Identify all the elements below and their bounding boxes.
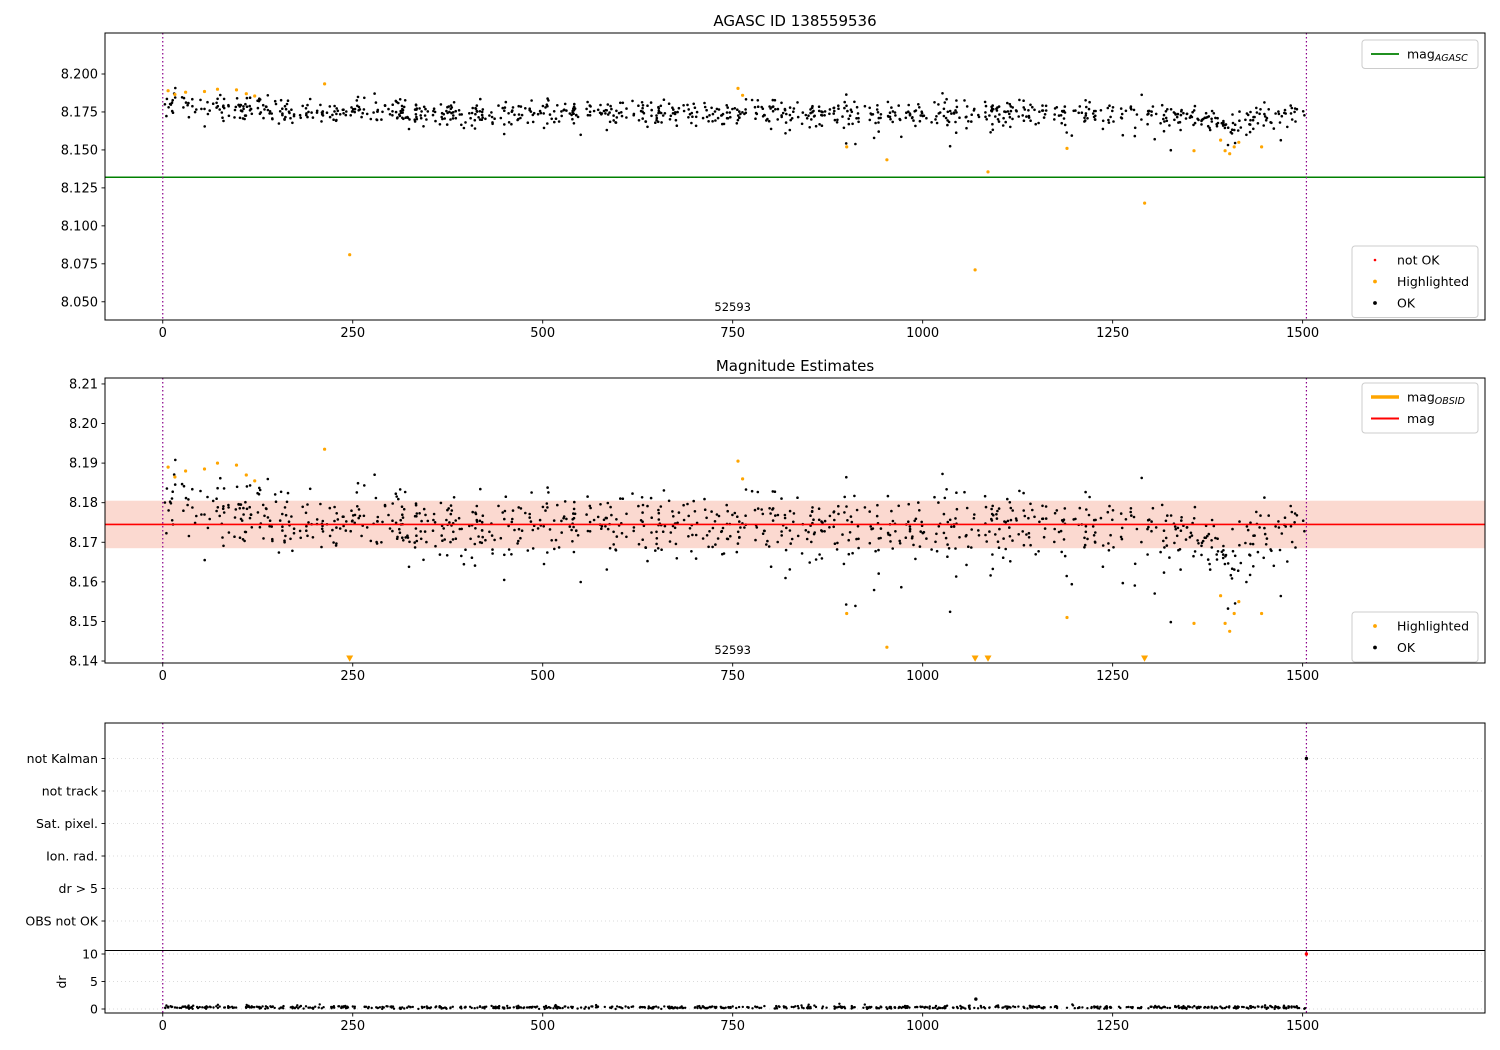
flag-tick-label: OBS not OK <box>25 914 98 929</box>
legend-label: OK <box>1397 296 1416 311</box>
flag-tick-label: Sat. pixel. <box>36 816 98 831</box>
dr-points <box>164 1002 1307 1011</box>
legend-marker-sample <box>1373 645 1377 650</box>
x-tick-label: 1500 <box>1286 326 1319 341</box>
flag-gridlines <box>105 758 1485 1010</box>
x-tick-label: 500 <box>530 1019 555 1034</box>
x-tick-label: 0 <box>159 326 167 341</box>
render-root: 0 250 500 750 1000 1250 15008.0508.0758.1008.1… <box>25 32 1486 1034</box>
x-tick-label: 250 <box>340 326 365 341</box>
legend-label: magAGASC <box>1407 47 1468 65</box>
clipped-point-triangle <box>346 655 354 662</box>
legend-label: OK <box>1397 640 1416 655</box>
highlighted-points <box>166 447 1264 662</box>
x-tick-label: 250 <box>340 1019 365 1034</box>
plot1-title: AGASC ID 138559536 <box>713 12 876 30</box>
y-tick-label: 8.15 <box>69 615 98 630</box>
legend-label: mag <box>1407 411 1435 426</box>
obsid-boundary-lines <box>162 723 1308 1013</box>
plot2-title: Magnitude Estimates <box>716 357 874 375</box>
flags-dr-plot: 0 250 500 750 1000 1250 1500 not Kalman not trac… <box>25 722 1486 1034</box>
x-tick-label: 750 <box>720 669 745 684</box>
dr-tick-label: 0 <box>90 1002 98 1017</box>
x-tick-label: 1500 <box>1286 669 1319 684</box>
dr-tick-label: 5 <box>90 974 98 989</box>
clipped-point-triangle <box>971 655 979 662</box>
y-tick-label: 8.14 <box>69 655 98 670</box>
obsid-label: 52593 <box>714 643 751 657</box>
y-tick-label: 8.075 <box>61 257 98 272</box>
y-tick-label: 8.100 <box>61 219 98 234</box>
y-tick-label: 8.150 <box>61 143 98 158</box>
x-axis-ticks: 0 250 500 750 1000 1250 1500 <box>159 1013 1319 1034</box>
x-tick-label: 0 <box>159 669 167 684</box>
x-tick-label: 0 <box>159 1019 167 1034</box>
axes-frame <box>104 32 1486 321</box>
ok-points <box>163 86 1306 152</box>
y-axis-ticks: 8.050 8.075 8.100 8.125 8.150 8.175 8.200 <box>61 68 105 310</box>
obsid-boundary-lines <box>162 378 1308 663</box>
y-tick-label: 8.18 <box>69 496 98 511</box>
axes-frame <box>104 377 1486 664</box>
legend-label: magOBSID <box>1407 390 1465 408</box>
y-tick-label: 8.175 <box>61 105 98 120</box>
legend-label: Highlighted <box>1397 619 1469 634</box>
y-tick-label: 8.21 <box>69 377 98 392</box>
x-axis-ticks: 0 250 500 750 1000 1250 1500 <box>159 320 1319 341</box>
agasc-mag-plot: 0 250 500 750 1000 1250 1500 8.050 8.075 8.100 8.1… <box>61 32 1486 341</box>
legend-mag-lines: magOBSID mag <box>1361 382 1479 434</box>
x-tick-label: 1000 <box>906 669 939 684</box>
x-tick-label: 250 <box>340 669 365 684</box>
legend-point-types: Highlighted OK <box>1351 611 1479 663</box>
legend-marker-sample <box>1373 279 1377 284</box>
axes-frame <box>104 722 1486 1014</box>
y-tick-label: 8.19 <box>69 457 98 472</box>
flag-tick-label: Ion. rad. <box>46 849 98 864</box>
dr-tick-label: 10 <box>82 947 98 962</box>
x-tick-label: 750 <box>720 326 745 341</box>
dr-outlier-point <box>974 997 978 1001</box>
x-tick-label: 500 <box>530 669 555 684</box>
y-tick-label: 8.125 <box>61 181 98 196</box>
legend-label: Highlighted <box>1397 274 1469 289</box>
dr-outlier-point <box>1304 952 1309 956</box>
legend-mag-agasc: magAGASC <box>1361 39 1479 69</box>
obsid-label: 52593 <box>714 300 751 314</box>
clipped-point-triangle <box>1141 655 1149 662</box>
flag-point <box>1304 756 1309 761</box>
magnitude-estimates-plot: 0 250 500 750 1000 1250 15008.148.158.168.178.… <box>69 377 1486 684</box>
dr-axis-label: dr <box>54 975 69 989</box>
flag-tick-label: dr > 5 <box>59 881 98 896</box>
legend-label: not OK <box>1397 253 1440 268</box>
x-tick-label: 1000 <box>906 1019 939 1034</box>
clipped-point-triangle <box>984 655 992 662</box>
legend-box <box>1351 245 1479 318</box>
y-axis-ticks: 8.14 8.15 8.16 8.17 8.18 8.19 8.20 8.21 <box>69 377 105 670</box>
x-axis-ticks: 0 250 500 750 1000 1250 1500 <box>159 663 1319 684</box>
legend-box <box>1361 39 1479 69</box>
legend-box <box>1351 611 1479 663</box>
x-tick-label: 1000 <box>906 326 939 341</box>
flag-axis-labels: not Kalman not track Sat. pixel. Ion. rad. d… <box>25 751 105 1017</box>
x-tick-label: 750 <box>720 1019 745 1034</box>
y-tick-label: 8.200 <box>61 68 98 83</box>
flag-tick-label: not Kalman <box>27 751 98 766</box>
legend-marker-sample <box>1373 624 1377 628</box>
flag-tick-label: not track <box>42 784 99 799</box>
legend-marker-sample <box>1373 301 1377 305</box>
y-tick-label: 8.20 <box>69 417 98 432</box>
x-tick-label: 1500 <box>1286 1019 1319 1034</box>
x-tick-label: 1250 <box>1096 326 1129 341</box>
x-tick-label: 500 <box>530 326 555 341</box>
legend-point-types: not OK Highlighted OK <box>1351 245 1479 318</box>
y-tick-label: 8.16 <box>69 575 98 590</box>
x-tick-label: 1250 <box>1096 669 1129 684</box>
x-tick-label: 1250 <box>1096 1019 1129 1034</box>
legend-marker-sample <box>1373 258 1377 262</box>
y-tick-label: 8.17 <box>69 536 98 551</box>
y-tick-label: 8.050 <box>61 295 98 310</box>
highlighted-points <box>166 82 1264 272</box>
